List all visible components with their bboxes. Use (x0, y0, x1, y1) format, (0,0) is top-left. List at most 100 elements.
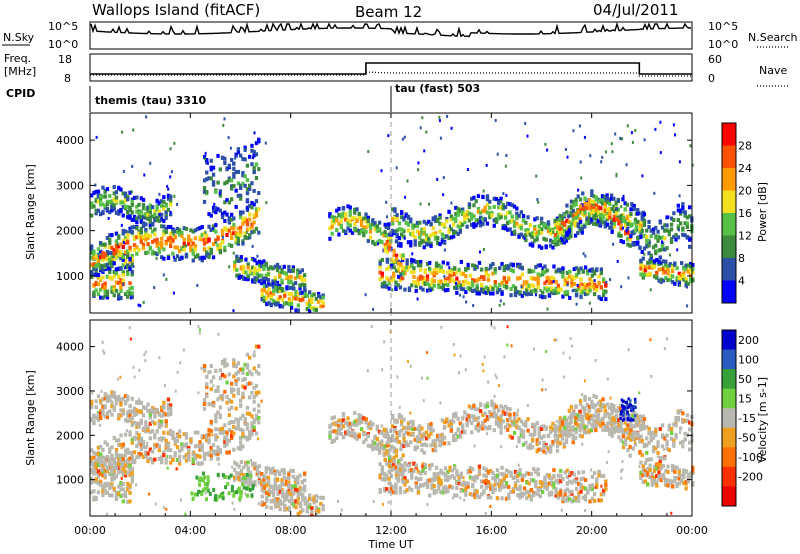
echo-cell (130, 456, 134, 461)
echo-cell (246, 460, 250, 465)
echo-cell (244, 277, 248, 281)
echo-cell (647, 219, 651, 224)
echo-cell (250, 181, 254, 186)
echo-cell (495, 286, 500, 291)
echo-cell (654, 249, 658, 254)
echo-cell (590, 211, 594, 216)
echo-cell (110, 400, 114, 405)
echo-cell (656, 229, 660, 234)
echo-cell (250, 258, 253, 261)
echo-cell (682, 274, 686, 279)
echo-cell (245, 187, 250, 192)
echo-cell (191, 229, 195, 234)
echo-cell (146, 425, 150, 430)
echo-cell (655, 258, 659, 262)
echo-cell (110, 477, 114, 482)
echo-cell (305, 302, 309, 307)
echo-cell (126, 215, 130, 220)
echo-cell (509, 287, 513, 291)
echo-cell (498, 287, 502, 292)
echo-cell (614, 200, 618, 205)
echo-cell (402, 234, 406, 239)
echo-cell (117, 394, 121, 399)
echo-cell (184, 453, 189, 458)
echo-cell (645, 228, 649, 233)
echo-cell (570, 275, 574, 279)
echo-cell (191, 459, 195, 464)
echo-cell (246, 274, 250, 279)
echo-cell (688, 214, 692, 219)
echo-cell (519, 225, 523, 230)
echo-cell (296, 268, 300, 273)
echo-cell (673, 262, 677, 267)
echo-cell (371, 422, 375, 427)
echo-cell (633, 217, 638, 222)
echo-cell (636, 211, 640, 216)
echo-cell (532, 284, 536, 289)
echo-cell (234, 204, 238, 209)
echo-cell (130, 416, 134, 421)
echo-cell (397, 274, 401, 279)
echo-cell (425, 485, 430, 490)
echo-cell (254, 226, 259, 231)
echo-cell (385, 449, 389, 454)
echo-cell (476, 218, 481, 223)
echo-cell (458, 208, 462, 213)
echo-cell (310, 509, 314, 514)
echo-cell (245, 163, 250, 168)
echo-cell (437, 268, 441, 273)
echo-cell (664, 261, 668, 266)
echo-cell (252, 150, 256, 154)
echo-cell (606, 222, 610, 227)
echo-cell (462, 481, 466, 486)
echo-cell (137, 451, 141, 456)
echo-cell (90, 193, 94, 198)
echo-cell (162, 403, 166, 408)
echo-cell (126, 289, 130, 294)
echo-cell (570, 278, 574, 283)
echo-cell (164, 460, 168, 465)
echo-cell (414, 481, 418, 486)
echo-cell (257, 364, 261, 369)
echo-cell (135, 226, 139, 231)
echo-cell (597, 280, 601, 285)
echo-cell (328, 226, 332, 231)
echo-cell (162, 224, 166, 229)
echo-cell (196, 254, 200, 259)
echo-cell (675, 278, 679, 283)
echo-cell (121, 457, 125, 461)
echo-cell (563, 492, 567, 497)
echo-cell (230, 243, 234, 248)
echo-cell (440, 237, 444, 242)
echo-cell (604, 479, 608, 484)
echo-cell (108, 275, 112, 280)
echo-cell (234, 426, 238, 431)
echo-cell (276, 499, 280, 504)
echo-cell (509, 490, 513, 494)
echo-cell (173, 453, 177, 458)
echo-cell (321, 303, 325, 308)
echo-cell (220, 240, 225, 245)
echo-cell (448, 279, 452, 284)
echo-cell (486, 480, 491, 485)
echo-cell (498, 266, 502, 271)
echo-cell (581, 269, 585, 274)
echo-cell (473, 495, 477, 500)
echo-cell (380, 439, 384, 444)
echo-cell (470, 222, 474, 227)
echo-cell (169, 428, 173, 433)
echo-cell (243, 362, 247, 367)
echo-cell (425, 482, 430, 487)
echo-cell (559, 268, 563, 273)
echo-cell (105, 395, 110, 400)
echo-cell (536, 472, 540, 477)
echo-cell (112, 207, 116, 211)
echo-cell (567, 231, 571, 236)
echo-cell (257, 344, 261, 349)
echo-cell (248, 235, 252, 240)
echo-cell (300, 282, 304, 287)
echo-cell (407, 286, 412, 291)
echo-cell (453, 279, 457, 284)
echo-cell (236, 424, 240, 429)
echo-cell (474, 223, 478, 228)
